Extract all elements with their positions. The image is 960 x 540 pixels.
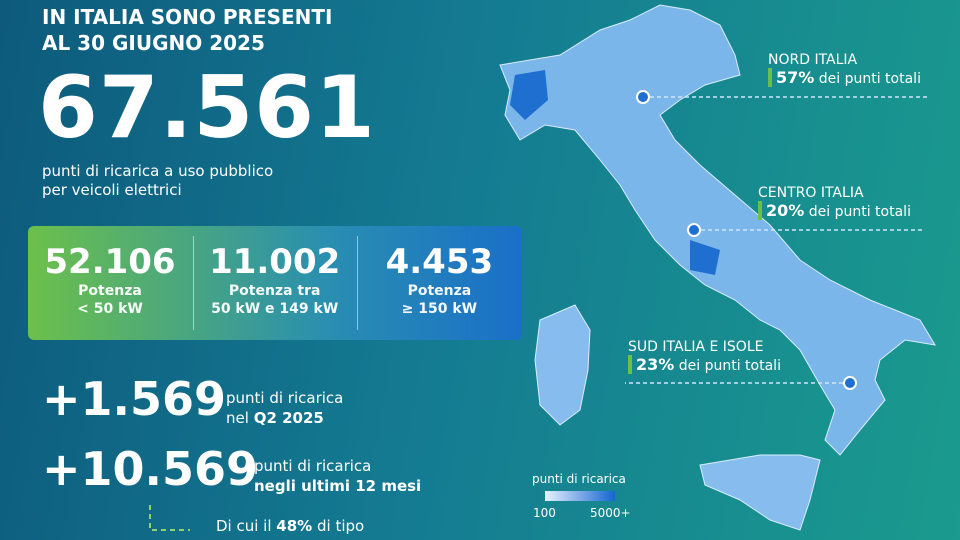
- region-label: CENTRO ITALIA 20% dei punti totali: [758, 185, 911, 220]
- region-share-text: dei punti totali: [818, 71, 921, 87]
- power-label: Potenza: [78, 283, 142, 299]
- region-name: CENTRO ITALIA: [758, 185, 864, 201]
- power-box: 52.106 Potenza < 50 kW: [28, 226, 192, 340]
- caption-line: punti di ricarica a uso pubblico: [42, 162, 274, 180]
- power-value: 4.453: [385, 242, 494, 282]
- highlight-region: [510, 70, 548, 120]
- header-line: AL 30 GIUGNO 2025: [42, 31, 265, 55]
- footnote-bold: 48%: [276, 517, 313, 535]
- caption-bold: Q2 2025: [253, 409, 324, 427]
- sicily: [699, 454, 821, 531]
- power-box: 4.453 Potenza ≥ 150 kW: [357, 226, 521, 340]
- growth-value: +10.569: [42, 442, 259, 496]
- total-caption: punti di ricarica a uso pubblico per vei…: [42, 162, 273, 200]
- caption-text: nel: [226, 409, 249, 427]
- legend-min: 100: [533, 506, 556, 520]
- power-label: < 50 kW: [77, 301, 143, 317]
- region-share: 23%: [636, 355, 675, 374]
- connector: [149, 505, 190, 531]
- region-label: NORD ITALIA 57% dei punti totali: [768, 52, 921, 87]
- caption-line: punti di ricarica: [254, 457, 372, 475]
- power-box: 11.002 Potenza tra 50 kW e 149 kW: [193, 226, 357, 340]
- power-value: 11.002: [209, 242, 341, 282]
- growth-caption: punti di ricarica nel Q2 2025: [226, 388, 343, 428]
- footnote-text: di tipo: [316, 517, 365, 535]
- caption-bold: negli ultimi 12 mesi: [254, 477, 422, 495]
- power-label: 50 kW e 149 kW: [211, 301, 339, 317]
- divider: [357, 236, 358, 330]
- header: IN ITALIA SONO PRESENTI AL 30 GIUGNO 202…: [42, 4, 333, 56]
- highlight-region: [690, 240, 720, 275]
- region-name: NORD ITALIA: [768, 52, 858, 68]
- legend-max: 5000+: [590, 506, 631, 520]
- region-share: 57%: [776, 68, 815, 87]
- region-markers: [625, 96, 930, 384]
- region-label: SUD ITALIA E ISOLE 23% dei punti totali: [628, 339, 781, 374]
- region-name: SUD ITALIA E ISOLE: [628, 339, 764, 355]
- footnote: Di cui il 48% di tipo: [216, 517, 364, 535]
- sardinia: [534, 304, 591, 426]
- power-label: Potenza tra: [228, 283, 321, 299]
- caption-line: punti di ricarica: [226, 389, 344, 407]
- region-share-text: dei punti totali: [808, 204, 911, 220]
- growth-caption: punti di ricarica negli ultimi 12 mesi: [254, 456, 421, 496]
- total-value: 67.561: [38, 58, 376, 158]
- caption-line: per veicoli elettrici: [42, 181, 182, 199]
- region-share-text: dei punti totali: [678, 358, 781, 374]
- header-line: IN ITALIA SONO PRESENTI: [42, 5, 333, 29]
- footnote-text: Di cui il: [216, 517, 272, 535]
- growth-value: +1.569: [42, 372, 227, 426]
- power-label: ≥ 150 kW: [401, 301, 478, 317]
- divider: [193, 236, 194, 330]
- power-value: 52.106: [44, 242, 176, 282]
- legend-gradient: [545, 491, 615, 501]
- region-share: 20%: [766, 201, 805, 220]
- power-panel: [28, 226, 522, 340]
- legend-title: punti di ricarica: [532, 472, 626, 486]
- power-label: Potenza: [407, 283, 472, 299]
